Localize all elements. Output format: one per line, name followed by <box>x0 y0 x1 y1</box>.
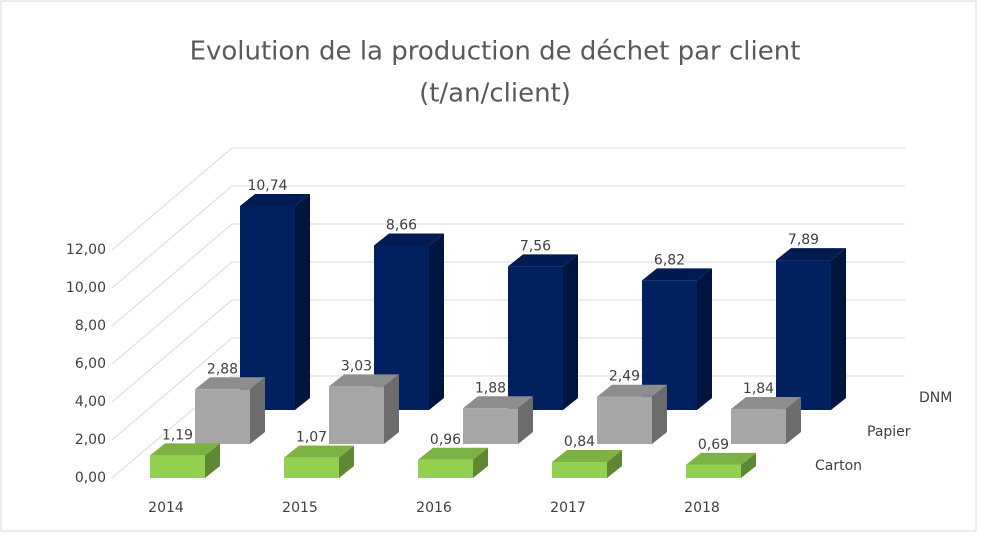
x-tick-label: 2016 <box>416 500 452 516</box>
value-label: 6,82 <box>654 252 685 268</box>
legend-label: Carton <box>815 458 862 474</box>
value-label: 3,03 <box>341 358 372 374</box>
value-label: 0,84 <box>564 434 595 450</box>
legend-label: DNM <box>919 390 952 406</box>
grid-line <box>111 185 905 289</box>
bar-front <box>597 396 652 444</box>
y-tick-label: 10,00 <box>66 280 106 296</box>
bar-side <box>652 384 667 444</box>
x-tick-label: 2018 <box>684 500 720 516</box>
value-label: 0,96 <box>430 432 461 448</box>
y-tick-label: 12,00 <box>66 242 106 258</box>
bar-top <box>150 443 220 456</box>
value-label: 1,19 <box>162 427 193 443</box>
bar-top <box>284 445 354 458</box>
y-tick-label: 6,00 <box>75 356 106 372</box>
bar-top <box>597 384 667 397</box>
bar-side <box>786 397 801 444</box>
bar-top <box>374 233 444 246</box>
bar <box>508 254 578 410</box>
bar-front <box>284 457 339 478</box>
x-tick-label: 2015 <box>282 500 318 516</box>
bar-top <box>195 377 265 390</box>
value-label: 0,69 <box>698 437 729 453</box>
value-label: 1,88 <box>475 380 506 396</box>
bar-top <box>418 447 488 460</box>
bar <box>374 233 444 410</box>
grid-line <box>111 147 905 251</box>
bar-front <box>150 455 205 478</box>
bar <box>463 396 533 444</box>
bar-side <box>205 443 220 478</box>
y-tick-label: 2,00 <box>75 432 106 448</box>
bar-front <box>776 260 831 410</box>
bar-side <box>563 254 578 410</box>
bar-side <box>473 447 488 478</box>
bar <box>686 452 756 478</box>
bar-top <box>329 374 399 387</box>
bar-top <box>686 452 756 465</box>
bar <box>418 447 488 478</box>
bar-front <box>240 205 295 410</box>
value-label: 10,74 <box>247 178 287 194</box>
bar-side <box>250 377 265 444</box>
bar <box>284 445 354 478</box>
bar-top <box>642 268 712 281</box>
value-label: 1,84 <box>743 381 774 397</box>
value-label: 1,07 <box>296 430 327 446</box>
y-tick-label: 4,00 <box>75 394 106 410</box>
value-label: 2,88 <box>207 361 238 377</box>
bar-front <box>418 459 473 478</box>
bar <box>150 443 220 478</box>
bar-front <box>686 464 741 478</box>
x-tick-label: 2017 <box>550 500 586 516</box>
bar-front <box>731 409 786 444</box>
bar-top <box>508 254 578 267</box>
chart-subtitle: (t/an/client) <box>419 79 571 109</box>
bar-side <box>339 445 354 478</box>
bar-front <box>463 408 518 444</box>
bar <box>240 193 310 410</box>
grid-line <box>111 261 905 365</box>
bar-top <box>463 396 533 409</box>
y-tick-label: 0,00 <box>75 470 106 486</box>
legend-label: Papier <box>867 424 911 440</box>
bar <box>552 450 622 478</box>
bar-side <box>741 452 756 478</box>
bar-top <box>731 397 801 410</box>
bar <box>731 397 801 444</box>
chart-title: Evolution de la production de déchet par… <box>190 37 801 67</box>
value-label: 7,89 <box>788 232 819 248</box>
bar-front <box>552 462 607 478</box>
value-label: 2,49 <box>609 369 640 385</box>
bar-top <box>240 193 310 206</box>
grid-line <box>111 223 905 327</box>
bar-front <box>329 386 384 444</box>
bar-top <box>552 450 622 463</box>
bar-front <box>508 266 563 410</box>
bar <box>329 374 399 444</box>
bar-front <box>195 389 250 444</box>
bar-side <box>697 268 712 410</box>
bar <box>597 384 667 444</box>
bar-side <box>295 193 310 410</box>
bar-side <box>518 396 533 444</box>
bar-top <box>776 248 846 261</box>
y-tick-label: 8,00 <box>75 318 106 334</box>
value-label: 7,56 <box>520 238 551 254</box>
bar <box>776 248 846 410</box>
x-tick-label: 2014 <box>148 500 184 516</box>
bar-side <box>831 248 846 410</box>
value-label: 8,66 <box>386 217 417 233</box>
bar-side <box>384 374 399 444</box>
bar-side <box>607 450 622 478</box>
bar-side <box>429 233 444 410</box>
bar <box>195 377 265 444</box>
